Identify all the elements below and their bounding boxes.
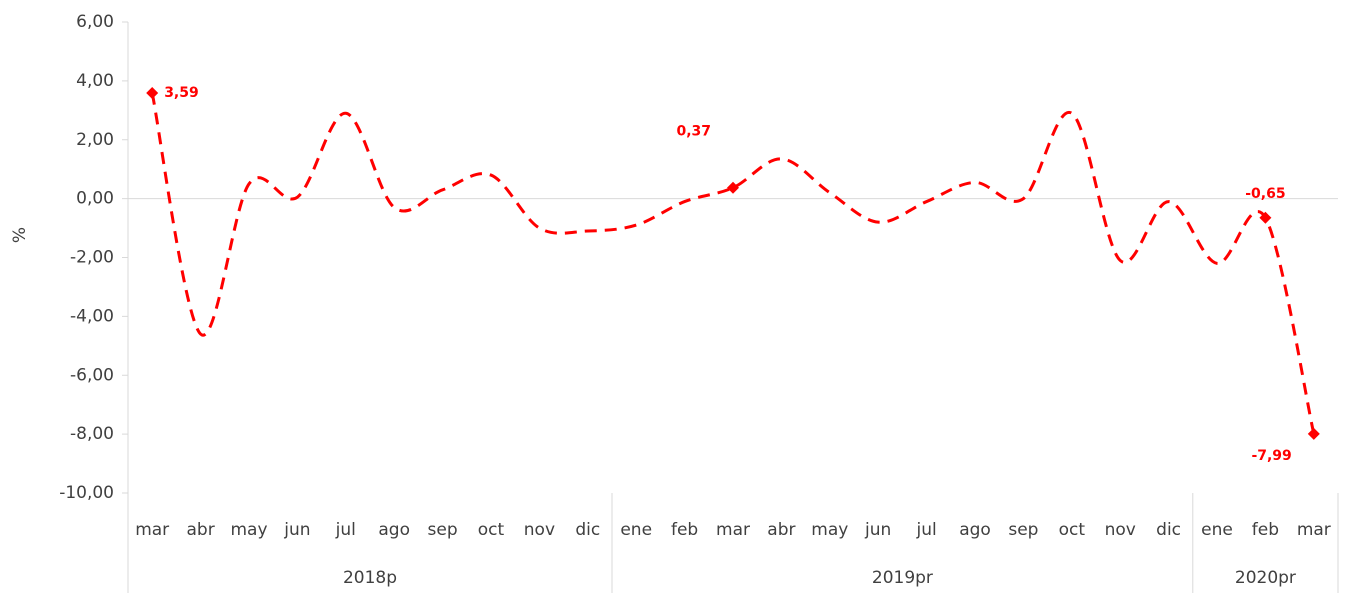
group-label: 2020pr xyxy=(1235,568,1296,588)
y-tick-label: -8,00 xyxy=(70,424,114,444)
y-tick-label: -10,00 xyxy=(59,483,114,503)
x-tick-label: ene xyxy=(1201,520,1233,540)
x-tick-label: dic xyxy=(1156,520,1181,540)
x-tick-label: nov xyxy=(524,520,555,540)
x-tick-label: mar xyxy=(716,520,750,540)
data-label: 3,59 xyxy=(164,85,199,101)
y-tick-label: 2,00 xyxy=(76,130,114,150)
line xyxy=(150,92,1316,435)
data-label: 0,37 xyxy=(676,124,711,140)
y-tick-label: 6,00 xyxy=(76,12,114,32)
data-label: -0,65 xyxy=(1245,186,1285,202)
group-label: 2018p xyxy=(343,568,397,588)
x-tick-label: ago xyxy=(959,520,991,540)
x-tick-label: oct xyxy=(1059,520,1086,540)
x-tick-label: may xyxy=(230,520,267,540)
x-tick-label: jul xyxy=(335,520,356,540)
marker xyxy=(146,86,159,99)
y-tick-label: -4,00 xyxy=(70,306,114,326)
x-tick-label: mar xyxy=(1297,520,1331,540)
data-label: -7,99 xyxy=(1251,448,1291,464)
x-tick-label: mar xyxy=(135,520,169,540)
x-tick-label: nov xyxy=(1105,520,1136,540)
x-tick-label: abr xyxy=(186,520,214,540)
x-tick-label: may xyxy=(811,520,848,540)
marker xyxy=(1259,211,1272,224)
marker xyxy=(727,181,739,194)
y-tick-label: 4,00 xyxy=(76,71,114,91)
group-label: 2019pr xyxy=(872,568,933,588)
x-tick-label: ago xyxy=(378,520,410,540)
x-tick-label: abr xyxy=(767,520,795,540)
x-tick-label: ene xyxy=(620,520,652,540)
x-tick-label: oct xyxy=(478,520,505,540)
x-tick-label: sep xyxy=(1008,520,1038,540)
x-tick-label: jun xyxy=(864,520,891,540)
x-tick-label: sep xyxy=(428,520,458,540)
x-tick-label: jul xyxy=(915,520,936,540)
y-tick-label: 0,00 xyxy=(76,189,114,209)
x-tick-label: feb xyxy=(1252,520,1279,540)
x-tick-label: dic xyxy=(575,520,600,540)
x-tick-label: feb xyxy=(671,520,698,540)
y-axis-label: % xyxy=(10,227,30,243)
y-tick-label: -6,00 xyxy=(70,365,114,385)
y-tick-label: -2,00 xyxy=(70,248,114,268)
x-tick-label: jun xyxy=(283,520,310,540)
marker xyxy=(1307,427,1320,440)
